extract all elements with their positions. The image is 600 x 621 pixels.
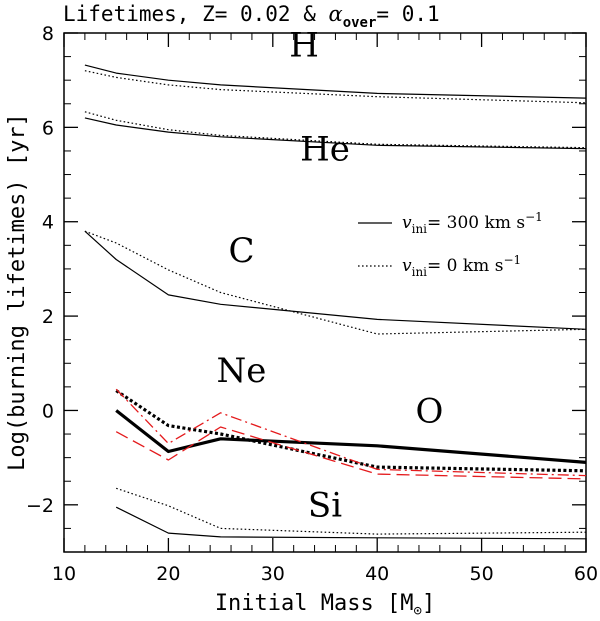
region-label-ne: Ne	[217, 351, 267, 391]
tick-labels: 10 20 30 40 50 60 −2 0 2 4 6 8	[26, 23, 598, 585]
chart-title-suffix: = 0.1	[376, 2, 439, 26]
y-tick-label: −2	[26, 495, 54, 517]
y-tick-label: 2	[42, 306, 54, 328]
chart-title-sub: over	[343, 15, 377, 31]
legend-sub: ini	[412, 265, 428, 279]
series-he-solid	[84, 117, 587, 150]
region-label-he: He	[300, 129, 350, 169]
legend-sup: −1	[503, 253, 521, 267]
series-layer	[84, 64, 587, 540]
legend-label-dotted: vini= 0 km s−1	[402, 253, 521, 279]
chart-title: Lifetimes, Z= 0.02 & αover= 0.1	[63, 2, 440, 31]
x-axis-title-main: Initial Mass [M	[215, 591, 414, 616]
legend-text: = 300 km s	[427, 213, 525, 233]
legend-sub: ini	[412, 222, 428, 236]
series-o-dotted	[115, 389, 587, 473]
region-labels: H He C Ne O Si	[217, 26, 444, 526]
legend-sup: −1	[525, 210, 543, 224]
x-axis-title-sub: ⊙	[414, 603, 423, 619]
series-c-dotted	[84, 230, 587, 335]
region-label-h: H	[289, 26, 319, 66]
x-tick-label: 40	[365, 563, 389, 585]
chart-title-prefix: Lifetimes, Z= 0.02 &	[63, 2, 329, 26]
series-h-dotted	[84, 70, 587, 104]
series-si-dotted	[116, 487, 587, 535]
x-tick-label: 20	[156, 563, 180, 585]
x-tick-label: 50	[470, 563, 494, 585]
y-axis-title: Log(burning lifetimes) [yr]	[5, 113, 30, 471]
region-label-o: O	[415, 391, 443, 431]
series-ne-dashed	[115, 426, 587, 480]
y-tick-label: 0	[42, 400, 54, 422]
legend-var: v	[402, 213, 412, 233]
series-c-solid	[84, 230, 587, 330]
series-si-solid	[115, 506, 587, 540]
region-label-c: C	[228, 231, 254, 271]
series-ne-dashdot	[115, 388, 587, 477]
legend-var: v	[402, 256, 412, 276]
y-tick-label: 8	[42, 23, 54, 45]
series-o-solid	[115, 409, 587, 464]
x-axis-title-end: ]	[422, 591, 435, 616]
series-h-solid	[84, 64, 587, 99]
region-label-si: Si	[308, 486, 342, 526]
x-tick-label: 60	[574, 563, 598, 585]
chart-title-symbol: α	[329, 2, 343, 26]
x-tick-label: 30	[261, 563, 285, 585]
legend-label-solid: vini= 300 km s−1	[402, 210, 543, 236]
axis-ticks	[63, 32, 587, 553]
legend-text: = 0 km s	[427, 256, 503, 276]
plot-frame	[63, 32, 587, 553]
y-tick-label: 6	[42, 117, 54, 139]
x-tick-label: 10	[52, 563, 76, 585]
y-tick-label: 4	[42, 212, 54, 234]
x-axis-title: Initial Mass [M⊙]	[215, 591, 435, 619]
